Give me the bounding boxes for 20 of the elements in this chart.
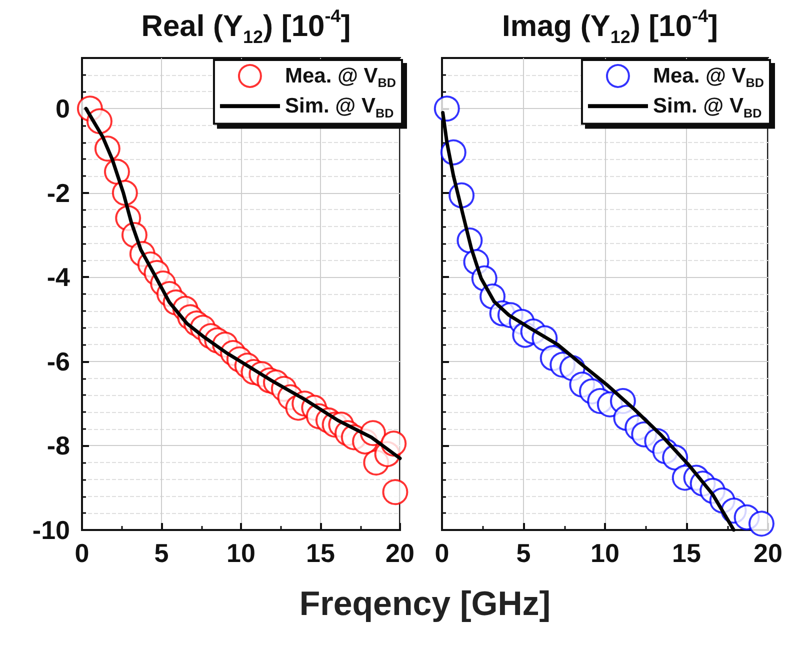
point [748,510,774,537]
y-tick-label: -8 [46,430,70,461]
x-tick-label: 0 [74,538,90,568]
y-tick-label: -4 [46,262,71,292]
point [434,96,460,122]
point [382,479,408,506]
y-tick-label: -10 [32,515,70,545]
x-tick-label: 10 [590,538,620,568]
x-tick-label: 20 [386,538,414,568]
x-tick-label: 15 [306,538,335,568]
y-tick-label: -2 [46,178,70,208]
x-tick-label: 0 [434,538,450,568]
y-tick-label: -6 [46,346,70,376]
x-tick-label: 10 [226,538,256,568]
x-tick-label: 15 [672,538,701,568]
y-tick-label: 0 [56,94,70,124]
x-axis-title: Freqency [GHz] [298,585,552,624]
x-tick-label: 5 [516,538,531,568]
x-tick-label: 5 [154,538,169,568]
x-tick-label: 20 [754,538,782,568]
